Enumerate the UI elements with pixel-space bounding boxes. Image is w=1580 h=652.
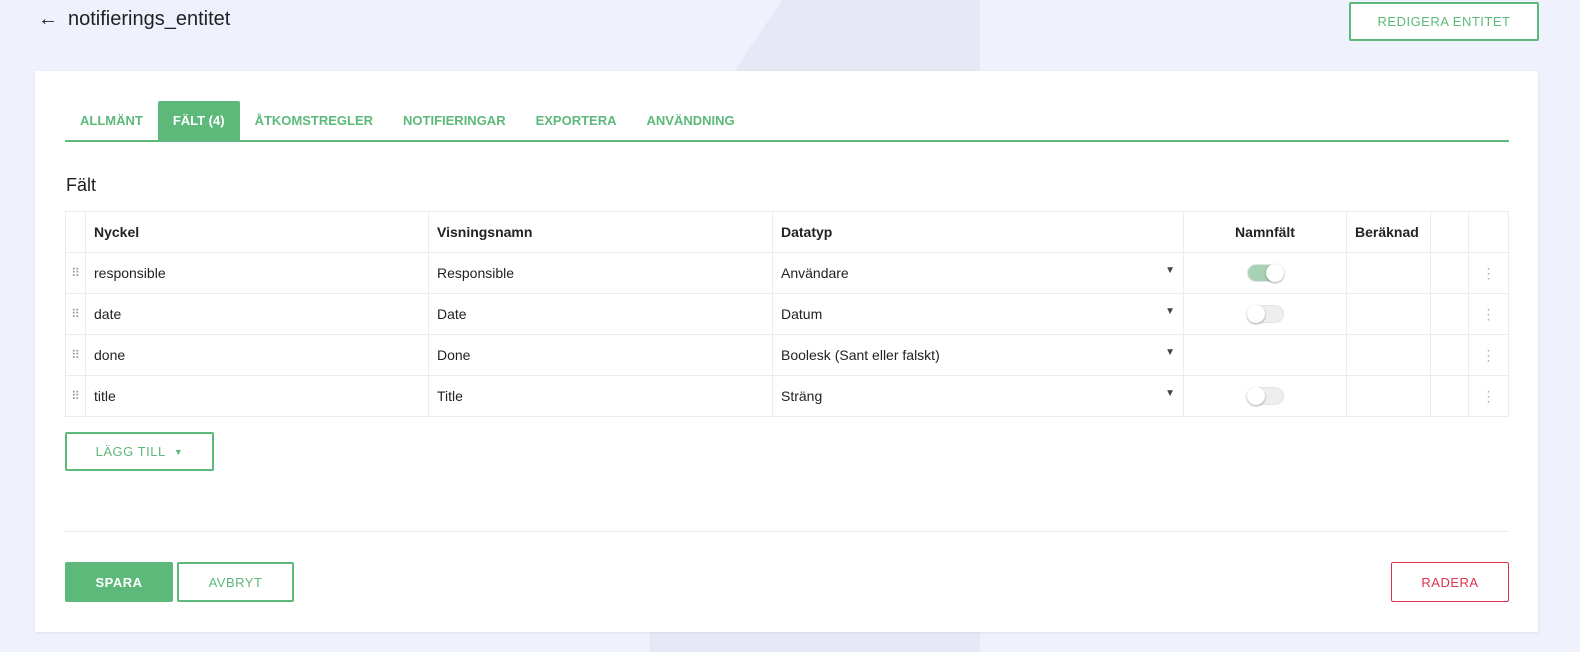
more-vert-icon[interactable]: ⋮: [1468, 252, 1509, 294]
key-cell: title: [85, 375, 429, 417]
col-key: Nyckel: [85, 211, 429, 253]
type-value: Boolesk (Sant eller falskt): [781, 347, 940, 363]
type-value: Sträng: [781, 388, 823, 404]
tab-0[interactable]: ALLMÄNT: [80, 113, 143, 128]
computed-cell: [1346, 375, 1431, 417]
empty-cell: [1430, 334, 1469, 376]
name-field-cell: [1183, 334, 1347, 376]
save-button[interactable]: SPARA: [65, 562, 173, 602]
display-cell: Date: [428, 293, 773, 335]
empty-cell: [1430, 252, 1469, 294]
caret-down-icon: ▼: [1165, 265, 1175, 276]
add-label: LÄGG TILL: [95, 444, 166, 459]
edit-entity-button[interactable]: REDIGERA ENTITET: [1349, 2, 1539, 41]
tab-bar: ALLMÄNT FÄLT (4) ÅTKOMSTREGLER NOTIFIERINGA…: [65, 101, 1509, 142]
caret-down-icon: ▼: [173, 446, 184, 457]
add-field-button[interactable]: LÄGG TILL ▼: [65, 432, 214, 471]
drag-handle-icon[interactable]: ⠿: [65, 375, 86, 417]
delete-button[interactable]: RADERA: [1391, 562, 1509, 602]
display-cell: Title: [428, 375, 773, 417]
table-row: ⠿ done Done Boolesk (Sant eller falskt) ▼…: [65, 334, 1509, 376]
tab-4[interactable]: EXPORTERA: [535, 113, 617, 128]
more-vert-icon[interactable]: ⋮: [1468, 375, 1509, 417]
col-computed: Beräknad: [1346, 211, 1431, 253]
computed-cell: [1346, 293, 1431, 335]
name-field-cell: [1183, 252, 1347, 294]
tab-5[interactable]: ANVÄNDNING: [646, 113, 735, 128]
fields-table: Nyckel Visningsnamn Datatyp Namnfält Ber…: [65, 211, 1509, 417]
table-row: ⠿ responsible Responsible Användare ▼ ⋮: [65, 252, 1509, 294]
col-menu: [1468, 211, 1509, 253]
type-value: Datum: [781, 306, 823, 322]
page-title: notifierings_entitet: [68, 8, 231, 30]
page-header: ← notifierings_entitet: [38, 8, 230, 31]
name-field-toggle[interactable]: [1246, 305, 1284, 323]
name-field-toggle[interactable]: [1246, 387, 1284, 405]
cancel-button[interactable]: AVBRYT: [177, 562, 294, 602]
col-name-field: Namnfält: [1183, 211, 1347, 253]
key-cell: responsible: [85, 252, 429, 294]
entity-card: ALLMÄNT FÄLT (4) ÅTKOMSTREGLER NOTIFIERINGA…: [35, 71, 1538, 632]
type-select[interactable]: Sträng ▼: [772, 375, 1184, 417]
type-select[interactable]: Boolesk (Sant eller falskt) ▼: [772, 334, 1184, 376]
table-row: ⠿ title Title Sträng ▼ ⋮: [65, 375, 1509, 417]
drag-handle-icon[interactable]: ⠿: [65, 252, 86, 294]
computed-cell: [1346, 252, 1431, 294]
caret-down-icon: ▼: [1165, 388, 1175, 399]
type-value: Användare: [781, 265, 849, 281]
name-field-toggle[interactable]: [1246, 264, 1284, 282]
divider: [65, 531, 1509, 532]
more-vert-icon[interactable]: ⋮: [1468, 334, 1509, 376]
col-display: Visningsnamn: [428, 211, 773, 253]
caret-down-icon: ▼: [1165, 306, 1175, 317]
empty-cell: [1430, 293, 1469, 335]
name-field-cell: [1183, 375, 1347, 417]
arrow-left-icon[interactable]: ←: [38, 8, 58, 30]
tab-3[interactable]: NOTIFIERINGAR: [403, 113, 506, 128]
handle-header: [65, 211, 86, 253]
tab-2[interactable]: ÅTKOMSTREGLER: [254, 113, 374, 128]
empty-cell: [1430, 375, 1469, 417]
col-type: Datatyp: [772, 211, 1184, 253]
table-row: ⠿ date Date Datum ▼ ⋮: [65, 293, 1509, 335]
name-field-cell: [1183, 293, 1347, 335]
key-cell: date: [85, 293, 429, 335]
caret-down-icon: ▼: [1165, 347, 1175, 358]
computed-cell: [1346, 334, 1431, 376]
tab-1[interactable]: FÄLT (4): [157, 101, 240, 140]
col-empty: [1430, 211, 1469, 253]
more-vert-icon[interactable]: ⋮: [1468, 293, 1509, 335]
key-cell: done: [85, 334, 429, 376]
drag-handle-icon[interactable]: ⠿: [65, 334, 86, 376]
display-cell: Responsible: [428, 252, 773, 294]
display-cell: Done: [428, 334, 773, 376]
drag-handle-icon[interactable]: ⠿: [65, 293, 86, 335]
section-title: Fält: [66, 175, 97, 195]
type-select[interactable]: Användare ▼: [772, 252, 1184, 294]
type-select[interactable]: Datum ▼: [772, 293, 1184, 335]
